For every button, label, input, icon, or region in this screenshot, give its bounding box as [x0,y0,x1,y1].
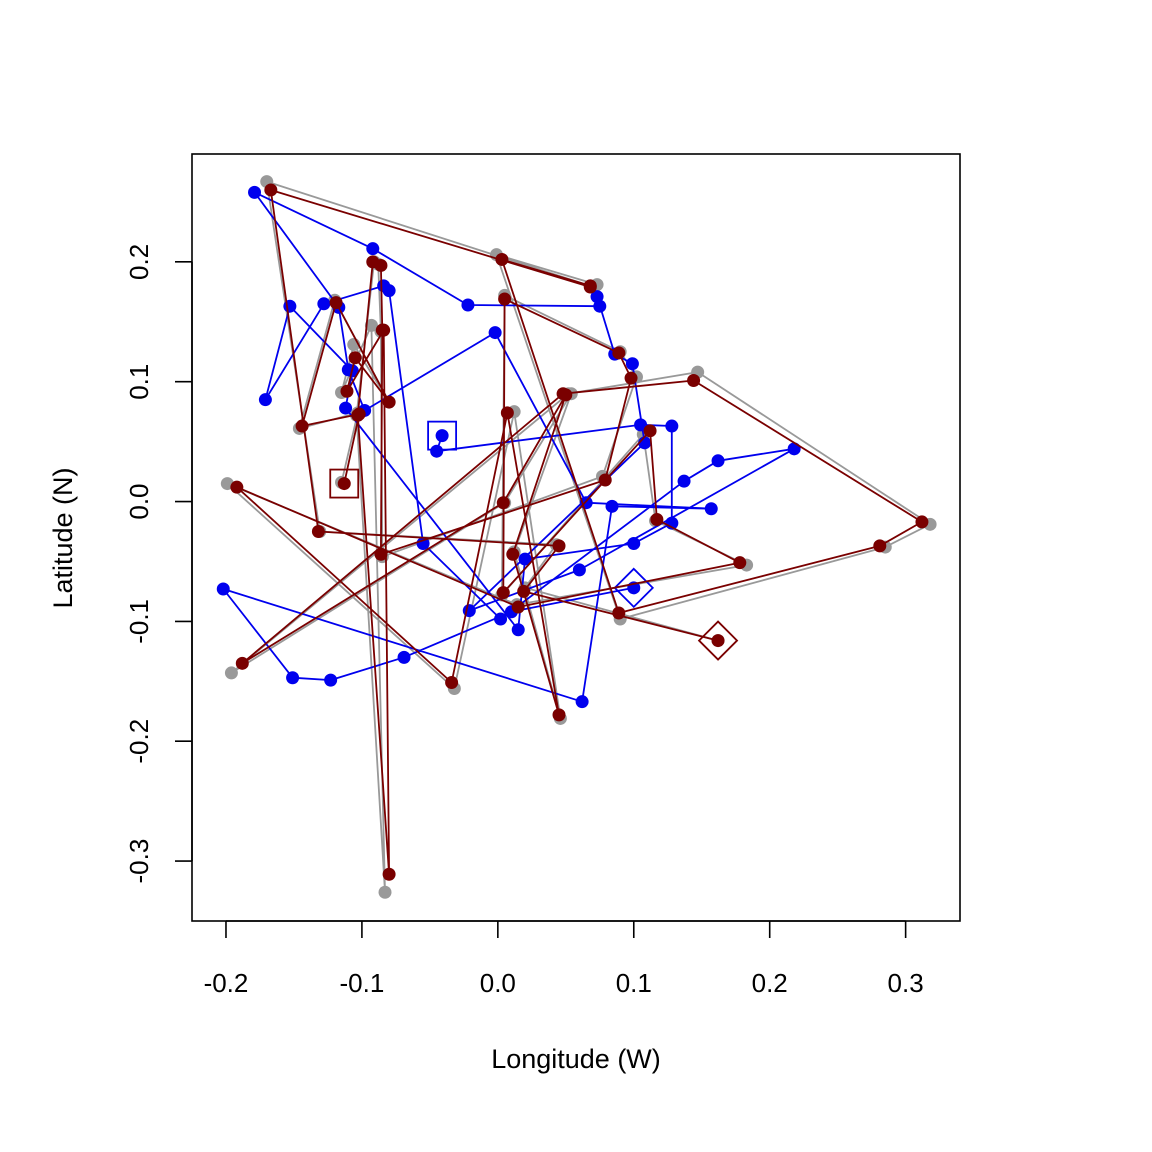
data-point [435,429,449,443]
data-point [511,623,525,637]
data-point [627,536,641,550]
data-point [518,552,532,566]
data-point [351,408,365,422]
data-point [665,419,679,433]
data-point [495,252,509,266]
data-point [235,656,249,670]
data-point [787,442,801,456]
y-tick-label: 0.1 [124,364,154,400]
data-point [506,547,520,561]
x-tick-label: 0.1 [616,968,652,998]
data-point [375,323,389,337]
data-point [366,242,380,256]
x-tick-label: 0.2 [752,968,788,998]
data-point [416,536,430,550]
data-point [915,515,929,529]
data-point [873,539,887,553]
data-point [311,525,325,539]
data-point [461,298,475,312]
x-tick-label: -0.1 [340,968,385,998]
data-point [295,419,309,433]
data-point [552,708,566,722]
data-point [230,480,244,494]
data-point [286,671,300,685]
data-point [598,473,612,487]
y-tick-label: -0.3 [124,839,154,884]
data-point [496,586,510,600]
x-tick-label: 0.0 [480,968,516,998]
data-point [517,584,531,598]
y-tick-label: 0.0 [124,483,154,519]
y-tick-label: -0.1 [124,599,154,644]
data-point [248,185,262,199]
data-point [397,650,411,664]
data-point [625,357,639,371]
data-point [337,477,351,491]
data-point [340,384,354,398]
data-point [511,600,525,614]
data-point [643,424,657,438]
data-point [430,444,444,458]
data-point [498,292,512,306]
data-point [378,885,392,899]
data-point [374,258,388,272]
data-point [339,401,353,415]
data-point [556,387,570,401]
data-point [264,183,278,197]
data-point [374,547,388,561]
start-square-marker [329,468,360,499]
data-point [552,539,566,553]
y-tick-label: 0.2 [124,244,154,280]
series-line [235,189,923,876]
series-line [222,191,796,703]
data-point [283,299,297,313]
data-point [382,395,396,409]
data-point [687,374,701,388]
data-point [317,297,331,311]
data-point [216,582,230,596]
data-point [348,351,362,365]
x-tick-label: 0.3 [888,968,924,998]
data-point [634,418,648,432]
data-point [572,563,586,577]
data-point [677,474,691,488]
series-2 [230,183,929,881]
data-point [711,454,725,468]
data-point [583,280,597,294]
data-point [382,284,396,298]
data-point [324,673,338,687]
data-point [650,513,664,527]
series-0 [216,185,801,709]
data-point [494,612,508,626]
end-diamond-marker [697,620,739,661]
data-point [258,393,272,407]
y-tick-label: -0.2 [124,719,154,764]
start-square-marker [427,420,458,451]
data-point [445,676,459,690]
data-point [704,502,718,516]
data-point [733,556,747,570]
data-point [382,867,396,881]
x-axis-title: Longitude (W) [491,1044,661,1074]
data-point [593,299,607,313]
data-point [612,606,626,620]
data-point [605,499,619,513]
y-axis-title: Latitude (N) [48,467,78,608]
data-point [711,634,725,648]
data-point [329,296,343,310]
data-point [500,406,514,420]
y-axis: -0.3 -0.2 -0.1 0.0 0.1 0.2 [124,244,193,884]
data-point [612,346,626,360]
x-tick-label: -0.2 [204,968,249,998]
data-point [224,666,238,680]
data-point [488,326,502,340]
data-point [364,318,378,332]
plot-layer [216,175,937,899]
data-point [624,371,638,385]
data-point [575,695,589,709]
data-point [496,496,510,510]
x-axis: -0.2 -0.1 0.0 0.1 0.2 0.3 [204,920,924,998]
